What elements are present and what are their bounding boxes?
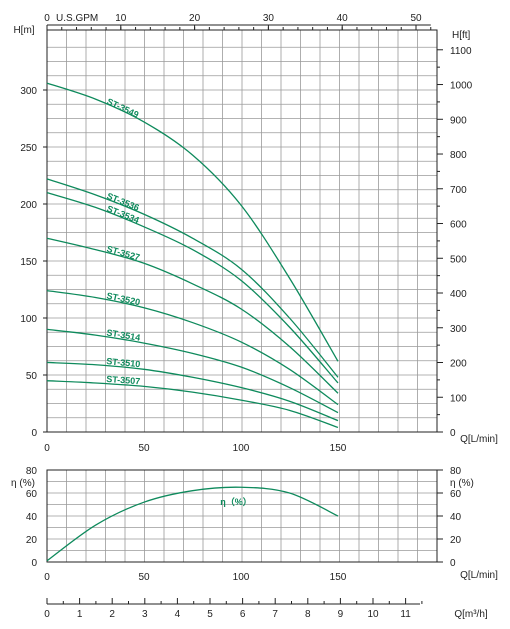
m3h-tick-label: 9	[338, 609, 344, 620]
head-curve-st-3534	[46, 191, 339, 384]
eff-left-axis-label: η (%)	[11, 478, 35, 489]
m3h-tick-label: 1	[77, 609, 83, 620]
top-axis-label: U.S.GPM	[56, 13, 98, 24]
eff-left-tick-label: 0	[31, 558, 37, 569]
eff-right-tick-label: 20	[450, 535, 462, 546]
right-axis-label: H[ft]	[452, 30, 471, 41]
m3h-tick-label: 6	[240, 609, 246, 620]
eff-left-tick-label: 60	[26, 489, 38, 500]
x-tick-label: 0	[44, 443, 50, 454]
m3h-tick-label: 4	[175, 609, 181, 620]
top-tick-label: 40	[337, 13, 349, 24]
y-tick-label: 300	[20, 86, 37, 97]
y-tick-label: 100	[20, 314, 37, 325]
head-plot-frame	[46, 29, 438, 433]
head-curve-st-3536	[46, 178, 339, 378]
m3h-tick-label: 11	[400, 609, 411, 620]
efficiency-curve-label: η（%）	[220, 497, 252, 507]
m3h-tick-label: 8	[305, 609, 311, 620]
m3h-tick-label: 3	[142, 609, 148, 620]
eff-right-tick-label: 80	[450, 466, 462, 477]
eff-right-tick-label: 60	[450, 489, 462, 500]
top-tick-label: 50	[410, 13, 422, 24]
eff-x-tick-label: 150	[330, 572, 347, 583]
top-tick-label: 20	[189, 13, 201, 24]
eff-x-tick-label: 100	[233, 572, 250, 583]
right-tick-label: 300	[450, 324, 467, 335]
series-label: ST-3514	[106, 327, 141, 342]
eff-right-tick-label: 40	[450, 512, 462, 523]
y-tick-label: 150	[20, 257, 37, 268]
efficiency-curve	[46, 486, 339, 562]
top-tick-label: 30	[263, 13, 275, 24]
head-curve-st-3514	[46, 328, 339, 414]
x-tick-label: 150	[330, 443, 347, 454]
head-curve-st-3507	[46, 380, 339, 429]
efficiency-chart-panel	[46, 469, 438, 563]
right-tick-label: 900	[450, 115, 467, 126]
head-curve-st-3549	[46, 82, 339, 362]
right-tick-label: 700	[450, 185, 467, 196]
eff-right-axis-label: η (%)	[450, 478, 474, 489]
eff-x-tick-label: 0	[44, 572, 50, 583]
series-label: ST-3520	[106, 291, 141, 308]
right-tick-label: 0	[450, 428, 456, 439]
x-tick-label: 50	[138, 443, 150, 454]
right-tick-label: 500	[450, 254, 467, 265]
head-chart-panel	[46, 29, 438, 433]
eff-left-tick-label: 40	[26, 512, 38, 523]
y-tick-label: 50	[26, 371, 38, 382]
right-tick-label: 1100	[450, 46, 472, 57]
right-tick-label: 600	[450, 220, 467, 231]
x-axis-label: Q[L/min]	[460, 434, 498, 445]
top-tick-label: 10	[115, 13, 127, 24]
top-tick-label: 0	[44, 13, 50, 24]
left-axis-label: H[m]	[13, 25, 34, 36]
x-tick-label: 100	[233, 443, 250, 454]
series-label: ST-3549	[105, 96, 140, 120]
m3h-tick-label: 5	[207, 609, 213, 620]
head-curve-st-3527	[46, 237, 339, 394]
m3h-tick-label: 10	[367, 609, 379, 620]
head-curve-st-3510	[46, 361, 339, 422]
eff-x-tick-label: 50	[138, 572, 150, 583]
eff-x-axis-label: Q[L/min]	[460, 570, 498, 581]
eff-left-tick-label: 80	[26, 466, 38, 477]
m3h-tick-label: 2	[109, 609, 115, 620]
y-tick-label: 200	[20, 200, 37, 211]
right-tick-label: 400	[450, 289, 467, 300]
right-tick-label: 800	[450, 150, 467, 161]
eff-left-tick-label: 20	[26, 535, 38, 546]
head-curve-st-3520	[46, 289, 339, 406]
right-tick-label: 1000	[450, 81, 473, 92]
m3h-axis-label: Q[m³/h]	[454, 609, 488, 620]
series-label: ST-3507	[106, 374, 141, 386]
y-tick-label: 0	[31, 428, 37, 439]
y-tick-label: 250	[20, 143, 37, 154]
right-tick-label: 200	[450, 359, 467, 370]
right-tick-label: 100	[450, 393, 467, 404]
eff-right-tick-label: 0	[450, 558, 456, 569]
m3h-tick-label: 7	[272, 609, 278, 620]
series-label: ST-3510	[106, 356, 141, 369]
m3h-tick-label: 0	[44, 609, 50, 620]
